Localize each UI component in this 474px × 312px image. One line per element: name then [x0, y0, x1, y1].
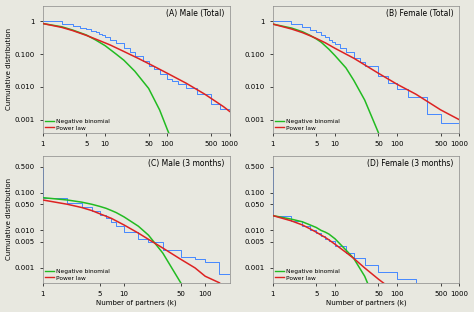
Legend: Negative binomial, Power law: Negative binomial, Power law	[45, 269, 110, 281]
Legend: Negative binomial, Power law: Negative binomial, Power law	[274, 119, 340, 131]
Legend: Negative binomial, Power law: Negative binomial, Power law	[274, 269, 340, 281]
X-axis label: Number of partners (k): Number of partners (k)	[96, 300, 177, 306]
Legend: Negative binomial, Power law: Negative binomial, Power law	[45, 119, 110, 131]
X-axis label: Number of partners (k): Number of partners (k)	[326, 300, 406, 306]
Text: (D) Female (3 months): (D) Female (3 months)	[367, 159, 454, 168]
Y-axis label: Cumulative distribution: Cumulative distribution	[6, 28, 11, 110]
Text: (C) Male (3 months): (C) Male (3 months)	[147, 159, 224, 168]
Text: (B) Female (Total): (B) Female (Total)	[386, 9, 454, 18]
Y-axis label: Cumulative distribution: Cumulative distribution	[6, 178, 11, 260]
Text: (A) Male (Total): (A) Male (Total)	[165, 9, 224, 18]
